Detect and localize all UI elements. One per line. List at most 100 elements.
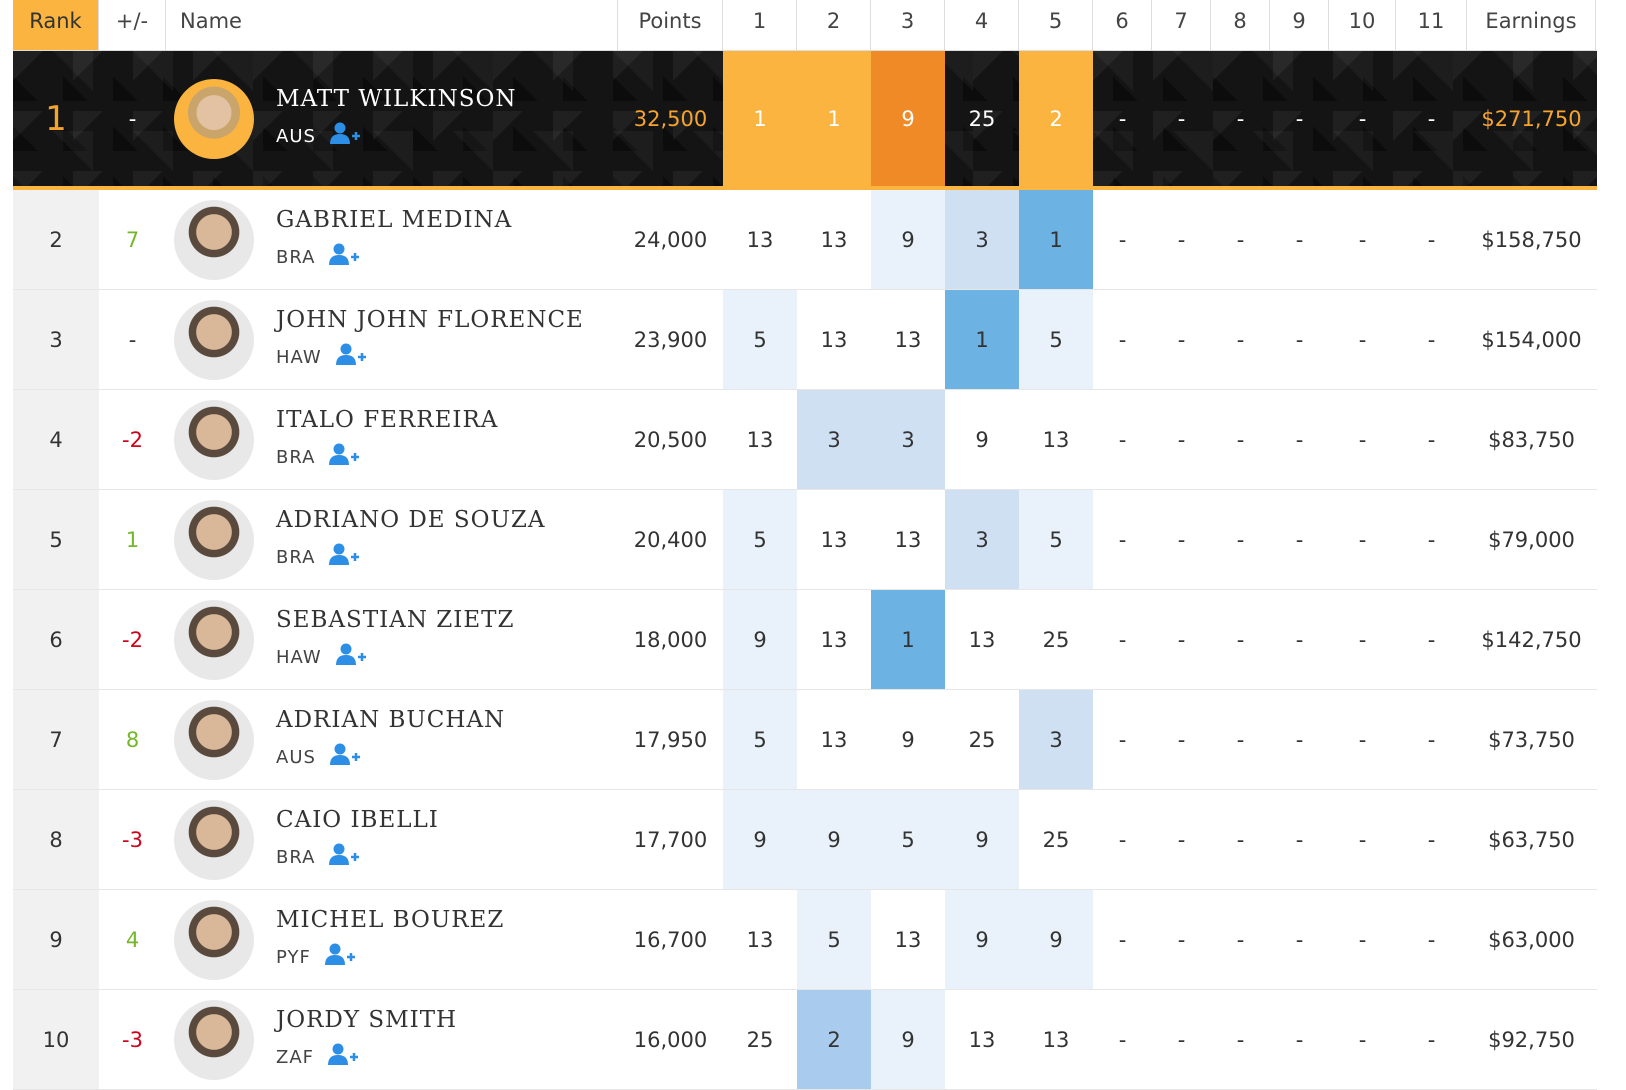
- rank: 7: [13, 690, 99, 789]
- event-result: -: [1177, 727, 1186, 752]
- event-result: -: [1118, 727, 1127, 752]
- follow-button[interactable]: [314, 1043, 358, 1072]
- event-result: -: [1177, 827, 1186, 852]
- event-result: -: [1236, 1027, 1245, 1052]
- table-row: 6 -2 SEBASTIAN ZIETZ HAW 18,000 9 13 1 13 25 - - - - -…: [13, 590, 1597, 690]
- follow-button[interactable]: [315, 443, 360, 472]
- event-result: 9: [945, 890, 1019, 989]
- event-result: -: [1236, 327, 1245, 352]
- surfer-name[interactable]: JORDY SMITH: [276, 1007, 458, 1033]
- country-line: BRA: [276, 543, 545, 572]
- points: 16,700: [633, 927, 708, 952]
- event-result: -: [1427, 327, 1436, 352]
- surfer-info: SEBASTIAN ZIETZ HAW: [276, 607, 514, 672]
- surfer-name[interactable]: CAIO IBELLI: [276, 807, 439, 833]
- event-result: 25: [968, 727, 996, 752]
- surfer-name[interactable]: MATT WILKINSON: [276, 86, 517, 112]
- table-row: 4 -2 ITALO FERREIRA BRA 20,500 13 3 3 9 13 - - - - - - $…: [13, 390, 1597, 490]
- country: AUS: [276, 126, 316, 147]
- points: 23,900: [633, 327, 708, 352]
- event-result: 13: [820, 527, 848, 552]
- rank-change: -2: [122, 627, 143, 652]
- surfer-name[interactable]: ADRIANO DE SOUZA: [276, 507, 546, 533]
- country: ZAF: [276, 1047, 314, 1068]
- avatar: [174, 599, 254, 680]
- event-result: -: [1236, 727, 1245, 752]
- event-result: 3: [797, 390, 871, 489]
- avatar: [174, 299, 254, 380]
- surfer-name[interactable]: ITALO FERREIRA: [276, 407, 499, 433]
- surfer: MICHEL BOUREZ PYF: [166, 890, 618, 989]
- surfer-name[interactable]: ADRIAN BUCHAN: [276, 707, 506, 733]
- event-result: -: [1236, 427, 1245, 452]
- event-result: 13: [1042, 427, 1070, 452]
- country-line: AUS: [276, 122, 516, 151]
- column-header: 8: [1211, 0, 1270, 50]
- event-result: 13: [820, 727, 848, 752]
- event-result: -: [1177, 627, 1186, 652]
- event-result: 5: [1019, 290, 1093, 389]
- follow-button[interactable]: [311, 943, 355, 972]
- column-header: Points: [618, 0, 723, 50]
- event-result: -: [1236, 227, 1245, 252]
- event-result: -: [1295, 227, 1304, 252]
- event-result: -: [1177, 106, 1186, 131]
- event-result: 1: [945, 290, 1019, 389]
- follow-button[interactable]: [315, 843, 360, 872]
- rank: 9: [13, 890, 99, 989]
- surfer-name[interactable]: JOHN JOHN FLORENCE: [276, 307, 584, 333]
- event-result: -: [1177, 927, 1186, 952]
- surfer-info: ADRIAN BUCHAN AUS: [276, 707, 505, 772]
- column-header: 2: [797, 0, 871, 50]
- event-result: 5: [723, 690, 797, 789]
- event-result: 1: [797, 51, 871, 186]
- points: 20,500: [633, 427, 708, 452]
- event-result: -: [1295, 527, 1304, 552]
- event-result: -: [1295, 327, 1304, 352]
- avatar: [174, 799, 254, 880]
- follow-button[interactable]: [322, 643, 366, 672]
- column-header: Name: [166, 0, 618, 50]
- event-result: -: [1427, 927, 1436, 952]
- event-result: 2: [1019, 51, 1093, 186]
- follow-button[interactable]: [316, 122, 360, 151]
- surfer: JOHN JOHN FLORENCE HAW: [166, 290, 618, 389]
- rank-change: 8: [125, 727, 140, 752]
- event-result: 1: [1019, 190, 1093, 289]
- surfer-info: ITALO FERREIRA BRA: [276, 407, 498, 472]
- event-result: 9: [1019, 890, 1093, 989]
- follow-button[interactable]: [316, 743, 360, 772]
- surfer-info: JORDY SMITH ZAF: [276, 1007, 457, 1072]
- standings-table: Rank +/- Name Points 1 2 3 4 5 6 7 8 9 10 11 Earnings 1…: [13, 0, 1597, 1090]
- event-result: -: [1118, 227, 1127, 252]
- follow-button[interactable]: [322, 343, 366, 372]
- event-result: 13: [894, 927, 922, 952]
- earnings: $63,750: [1488, 827, 1575, 852]
- surfer-name[interactable]: SEBASTIAN ZIETZ: [276, 607, 515, 633]
- avatar: [174, 899, 254, 980]
- column-header: 7: [1152, 0, 1211, 50]
- event-result: 5: [871, 790, 945, 889]
- earnings: $83,750: [1488, 427, 1575, 452]
- country-line: HAW: [276, 343, 584, 372]
- column-header: +/-: [99, 0, 166, 50]
- rank-change: -: [128, 327, 137, 352]
- event-result: -: [1118, 1027, 1127, 1052]
- country-line: BRA: [276, 243, 512, 272]
- event-result: 5: [723, 290, 797, 389]
- follow-button[interactable]: [315, 243, 360, 272]
- event-result: -: [1295, 106, 1304, 131]
- event-result: 13: [820, 327, 848, 352]
- table-row: 9 4 MICHEL BOUREZ PYF 16,700 13 5 13 9 9- - - - - - $63…: [13, 890, 1597, 990]
- event-result: 1: [871, 590, 945, 689]
- event-result: 25: [1042, 627, 1070, 652]
- rank: 3: [13, 290, 99, 389]
- surfer-name[interactable]: MICHEL BOUREZ: [276, 907, 505, 933]
- event-result: -: [1118, 106, 1127, 131]
- follow-button[interactable]: [315, 543, 360, 572]
- country-line: BRA: [276, 843, 439, 872]
- earnings: $142,750: [1481, 627, 1582, 652]
- surfer-name[interactable]: GABRIEL MEDINA: [276, 207, 513, 233]
- event-result: -: [1236, 627, 1245, 652]
